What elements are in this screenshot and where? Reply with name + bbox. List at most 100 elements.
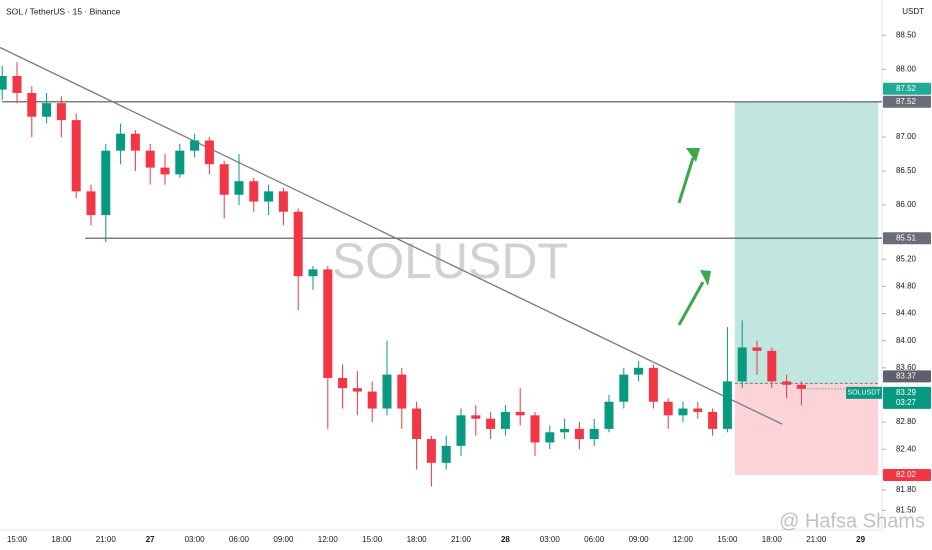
target-zone xyxy=(734,101,879,384)
credit: @ Hafsa Shams xyxy=(779,510,925,532)
candle-body xyxy=(796,384,806,389)
candle-body xyxy=(619,374,629,402)
candle-body xyxy=(278,191,288,212)
level-label-box xyxy=(883,232,931,245)
candle-body xyxy=(219,164,229,195)
last-price-label: 83.29 xyxy=(896,388,917,397)
candle-body xyxy=(515,411,525,416)
y-tick-label: 82.40 xyxy=(896,444,917,453)
y-tick-label: 88.00 xyxy=(896,64,917,73)
watermark: SOLUSDT xyxy=(332,233,568,289)
candle-body xyxy=(678,408,688,416)
x-tick-label: 12:00 xyxy=(318,535,339,544)
candle-body xyxy=(663,401,673,416)
symbol-label-box xyxy=(846,386,882,399)
y-tick-label: 81.50 xyxy=(896,505,917,514)
candle-body xyxy=(486,418,496,429)
last-price-box xyxy=(883,386,931,409)
x-tick-label: 09:00 xyxy=(629,535,650,544)
y-tick-label: 84.80 xyxy=(896,281,917,290)
stop-label-box xyxy=(883,469,931,482)
candle-body xyxy=(545,432,555,443)
candle-body xyxy=(441,445,451,463)
y-tick-label: 81.80 xyxy=(896,485,917,494)
candle-body xyxy=(249,181,259,202)
x-tick-label: 06:00 xyxy=(584,535,605,544)
candle-body xyxy=(767,350,777,382)
x-tick-label: 09:00 xyxy=(273,535,294,544)
y-tick-label: 87.00 xyxy=(896,132,917,141)
stop-label: 82.02 xyxy=(896,470,917,479)
candle-body xyxy=(471,415,481,419)
candle-body xyxy=(56,103,66,121)
x-tick-label: 12:00 xyxy=(673,535,694,544)
x-tick-label: 28 xyxy=(501,535,510,544)
candle-body xyxy=(160,167,170,175)
candle-body xyxy=(752,347,762,351)
candle-body xyxy=(693,408,703,412)
symbol-label: SOLUSDT xyxy=(847,390,881,397)
candle-body xyxy=(426,439,436,463)
candle-body xyxy=(382,374,392,409)
candle-body xyxy=(71,120,81,192)
currency-label: USDT xyxy=(902,7,924,16)
candle-body xyxy=(722,381,732,429)
candle-body xyxy=(574,428,584,440)
x-tick-label: 18:00 xyxy=(407,535,428,544)
candle-body xyxy=(293,211,303,277)
candle-body xyxy=(589,428,599,440)
x-tick-label: 18:00 xyxy=(51,535,72,544)
candle-body xyxy=(560,428,570,433)
chart-title: SOL / TetherUS · 15 · Binance xyxy=(6,6,121,16)
target-label: 87.52 xyxy=(896,84,917,93)
y-tick-label: 85.20 xyxy=(896,254,917,263)
candle-body xyxy=(86,191,96,216)
candle-body xyxy=(264,191,274,202)
candle-body xyxy=(204,140,214,165)
candle-body xyxy=(604,401,614,429)
y-tick-label: 84.00 xyxy=(896,336,917,345)
x-tick-label: 21:00 xyxy=(806,535,827,544)
candle-body xyxy=(42,103,52,117)
candle-body xyxy=(456,415,466,446)
arrow-head xyxy=(686,148,700,162)
x-tick-label: 29 xyxy=(856,535,865,544)
y-tick-label: 88.50 xyxy=(896,30,917,39)
countdown: 03:27 xyxy=(896,398,917,407)
arrow xyxy=(677,281,705,326)
y-tick-label: 86.00 xyxy=(896,200,917,209)
x-tick-label: 15:00 xyxy=(362,535,383,544)
candle-body xyxy=(101,150,111,216)
arrow xyxy=(677,157,695,204)
y-tick-label: 82.80 xyxy=(896,417,917,426)
target-label-box xyxy=(883,82,931,95)
y-tick-label: 86.50 xyxy=(896,166,917,175)
candle-body xyxy=(412,408,422,440)
candle-body xyxy=(116,133,126,151)
candle-body xyxy=(12,76,22,93)
x-tick-label: 03:00 xyxy=(185,535,206,544)
level-label: 85.51 xyxy=(896,233,917,242)
level-label: 87.52 xyxy=(896,97,917,106)
y-tick-label: 84.40 xyxy=(896,309,917,318)
trendline xyxy=(0,46,783,425)
candle-body xyxy=(175,150,185,175)
candle-body xyxy=(530,415,540,443)
x-tick-label: 21:00 xyxy=(451,535,472,544)
candle-body xyxy=(190,140,200,151)
candle-body xyxy=(130,133,140,151)
candle-body xyxy=(352,388,362,392)
candle-body xyxy=(648,367,658,402)
candle-body xyxy=(397,374,407,409)
x-tick-label: 03:00 xyxy=(540,535,561,544)
candle-body xyxy=(0,76,7,90)
candle-body xyxy=(323,269,333,378)
x-tick-label: 06:00 xyxy=(229,535,250,544)
arrow-head xyxy=(700,270,711,286)
x-tick-label: 15:00 xyxy=(7,535,28,544)
entry-label: 83.37 xyxy=(896,372,917,381)
y-tick-label: 83.60 xyxy=(896,363,917,372)
axis-layer: 88.50 88.00 87.00 86.50 86.00 85.20 84.80 84.40… xyxy=(7,30,931,544)
candle-body xyxy=(782,381,792,385)
